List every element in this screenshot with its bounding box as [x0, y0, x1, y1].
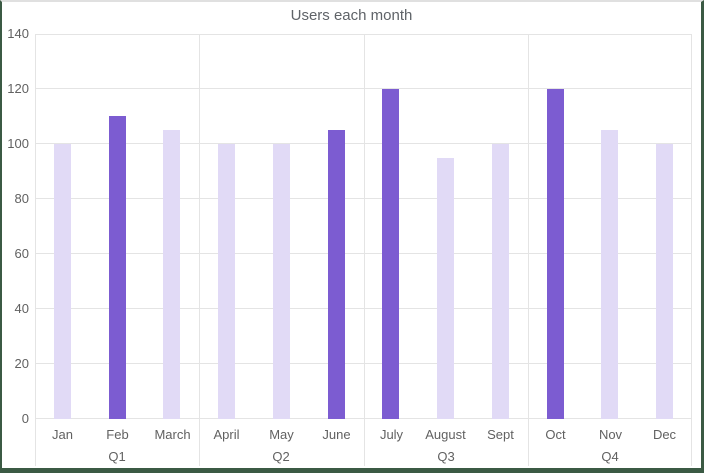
- x-tick-label-oct: Oct: [545, 427, 566, 442]
- y-tick-label: 100: [7, 136, 29, 151]
- gridline: [35, 34, 692, 35]
- gridline: [35, 198, 692, 199]
- y-tick-label: 120: [7, 81, 29, 96]
- bar-march[interactable]: [163, 130, 180, 419]
- gridline: [35, 418, 692, 419]
- quarter-label-q2: Q2: [272, 449, 290, 464]
- gridline: [35, 308, 692, 309]
- bar-nov[interactable]: [601, 130, 618, 419]
- x-tick-label-feb: Feb: [106, 427, 129, 442]
- bar-august[interactable]: [437, 158, 454, 419]
- quarter-label-q3: Q3: [437, 449, 455, 464]
- y-tick-label: 0: [21, 411, 29, 426]
- x-tick-label-jan: Jan: [52, 427, 73, 442]
- x-tick-label-march: March: [154, 427, 191, 442]
- x-tick-label-april: April: [213, 427, 240, 442]
- bar-april[interactable]: [218, 144, 235, 419]
- chart-title: Users each month: [290, 7, 413, 24]
- y-tick-label: 140: [7, 26, 29, 41]
- bar-feb[interactable]: [109, 116, 126, 419]
- x-tick-label-august: August: [425, 427, 466, 442]
- bar-jan[interactable]: [54, 144, 71, 419]
- bar-may[interactable]: [273, 144, 290, 419]
- gridline: [35, 143, 692, 144]
- gridline: [35, 88, 692, 89]
- quarter-label-q4: Q4: [601, 449, 619, 464]
- bar-oct[interactable]: [547, 89, 564, 419]
- plot-area: [35, 34, 692, 419]
- quarter-label-q1: Q1: [108, 449, 126, 464]
- x-tick-label-may: May: [269, 427, 294, 442]
- y-tick-label: 20: [14, 356, 29, 371]
- gridline: [35, 253, 692, 254]
- x-tick-label-nov: Nov: [598, 427, 623, 442]
- x-tick-label-sept: Sept: [487, 427, 514, 442]
- bar-sept[interactable]: [492, 144, 509, 419]
- x-tick-label-dec: Dec: [652, 427, 677, 442]
- x-tick-label-june: June: [322, 427, 351, 442]
- bar-july[interactable]: [382, 89, 399, 419]
- y-tick-label: 40: [14, 301, 29, 316]
- gridline: [35, 363, 692, 364]
- bar-june[interactable]: [328, 130, 345, 419]
- y-tick-label: 60: [14, 246, 29, 261]
- x-tick-label-july: July: [379, 427, 404, 442]
- y-tick-label: 80: [14, 191, 29, 206]
- bar-dec[interactable]: [656, 144, 673, 419]
